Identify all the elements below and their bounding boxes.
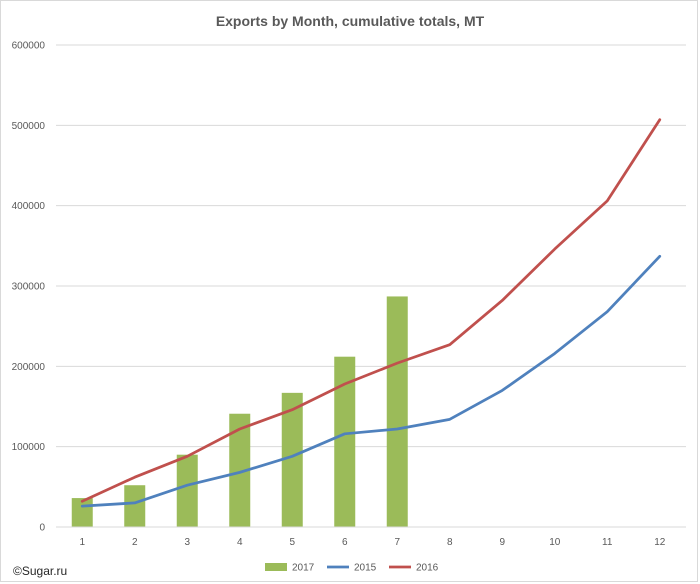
line-series (80, 118, 662, 508)
bar-2017-5 (281, 392, 303, 527)
x-tick-label: 8 (447, 537, 453, 548)
x-tick-label: 7 (394, 537, 400, 548)
legend-label-2017: 2017 (292, 563, 315, 574)
x-tick-label: 10 (549, 537, 561, 548)
credit-text: ©Sugar.ru (13, 564, 67, 578)
y-axis-ticks: 0 100000 200000 300000 400000 500000 600000 (12, 41, 46, 534)
x-tick-label: 12 (654, 537, 666, 548)
bar-2017-7 (386, 296, 408, 527)
x-tick-label: 1 (79, 537, 85, 548)
x-tick-label: 2 (132, 537, 138, 548)
y-tick-label: 0 (39, 523, 45, 534)
chart-title: Exports by Month, cumulative totals, MT (216, 13, 485, 29)
y-tick-label: 100000 (12, 442, 46, 453)
bar-2017-2 (124, 485, 146, 527)
bar-series (71, 296, 408, 527)
legend-label-2016: 2016 (416, 563, 439, 574)
line-series-2016 (80, 118, 662, 503)
bar-2017-3 (176, 454, 198, 527)
x-tick-label: 9 (499, 537, 505, 548)
x-tick-label: 5 (289, 537, 295, 548)
x-axis-ticks: 1 2 3 4 5 6 7 8 9 10 11 12 (79, 537, 665, 548)
legend-label-2015: 2015 (354, 563, 377, 574)
gridlines (56, 44, 686, 448)
y-tick-label: 600000 (12, 41, 46, 52)
x-tick-label: 11 (602, 537, 613, 548)
y-tick-label: 500000 (12, 121, 46, 132)
line-series-2015 (80, 254, 662, 508)
legend-swatch-2017 (265, 563, 287, 571)
x-tick-label: 6 (342, 537, 348, 548)
legend: 2017 2015 2016 (265, 563, 439, 574)
x-tick-label: 4 (237, 537, 243, 548)
y-tick-label: 400000 (12, 201, 46, 212)
bar-2017-6 (334, 356, 356, 527)
y-tick-label: 300000 (12, 282, 46, 293)
x-tick-label: 3 (184, 537, 190, 548)
y-tick-label: 200000 (12, 362, 46, 373)
bar-2017-4 (229, 413, 251, 527)
